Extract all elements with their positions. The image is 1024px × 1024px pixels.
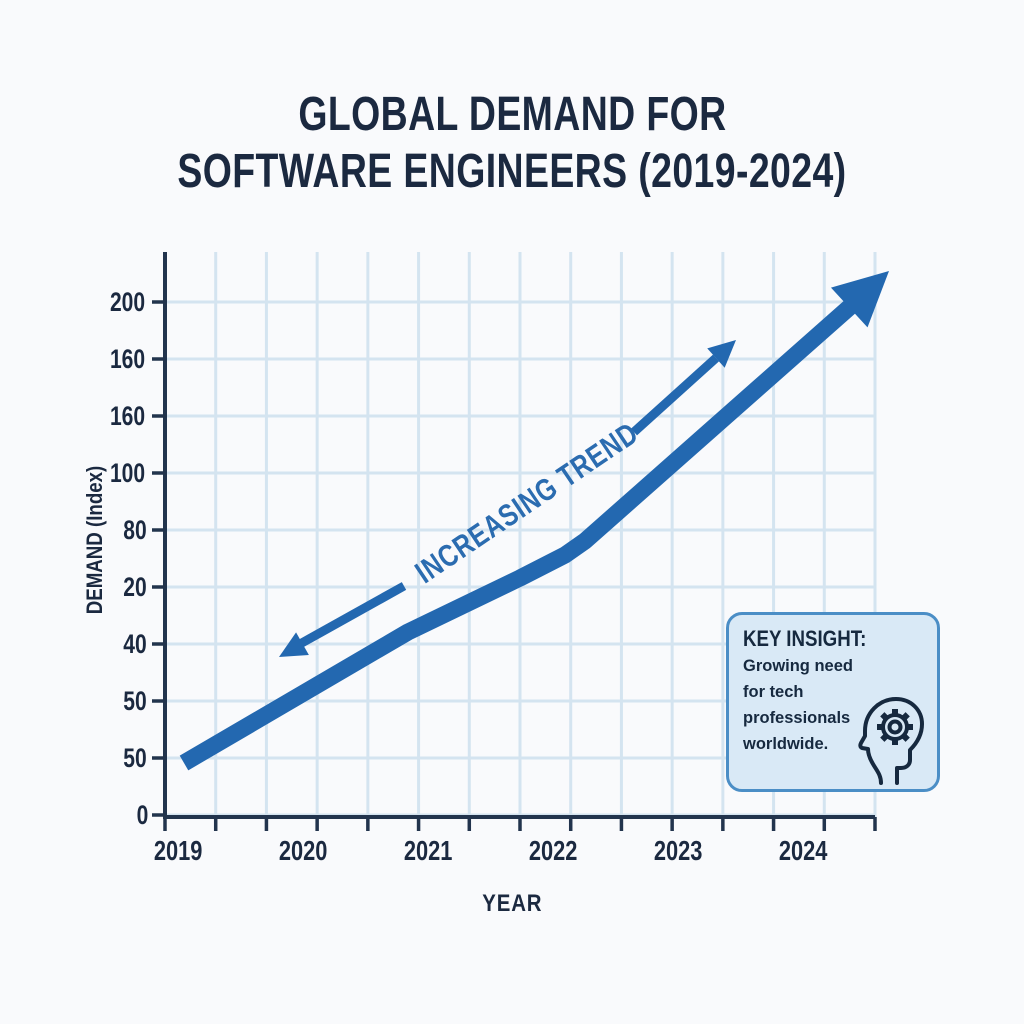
x-axis-title: YEAR — [481, 890, 543, 917]
chart-title: GLOBAL DEMAND FOR SOFTWARE ENGINEERS (20… — [0, 86, 1024, 200]
annotation-arrowhead — [279, 632, 309, 657]
x-tick-label: 2022 — [528, 835, 578, 866]
key-insight-body: Growing need for tech professionals worl… — [743, 656, 853, 753]
chart-title-line-2: SOFTWARE ENGINEERS (2019-2024) — [177, 145, 847, 198]
trend-line — [179, 298, 858, 771]
y-tick-label: 50 — [123, 686, 147, 716]
x-tick-label: 2019 — [153, 835, 203, 866]
annotation-arrow-shaft — [297, 582, 407, 648]
x-tick-label: 2024 — [778, 835, 828, 866]
y-tick-label: 100 — [109, 458, 146, 488]
x-tick-label: 2020 — [278, 835, 328, 866]
x-tick-label: 2021 — [403, 835, 453, 866]
y-tick-label: 200 — [109, 287, 146, 317]
key-insight-box: KEY INSIGHT: Growing need for tech profe… — [726, 612, 940, 792]
trend-line-arrowhead — [830, 271, 889, 328]
key-insight-title: KEY INSIGHT: — [743, 626, 867, 651]
annotation-arrowhead — [707, 340, 736, 368]
chart-title-line-1: GLOBAL DEMAND FOR — [297, 88, 727, 141]
y-tick-label: 80 — [123, 515, 147, 545]
y-tick-label: 40 — [123, 629, 147, 659]
annotation-arrow-shaft — [630, 354, 720, 436]
y-tick-label: 160 — [109, 344, 146, 374]
gear-icon — [877, 709, 913, 745]
head-with-gear-icon — [858, 697, 924, 785]
x-tick-label: 2023 — [653, 835, 703, 866]
y-tick-label: 0 — [136, 800, 149, 830]
y-tick-label: 160 — [109, 401, 146, 431]
y-tick-label: 20 — [123, 572, 147, 602]
y-tick-label: 50 — [123, 743, 147, 773]
